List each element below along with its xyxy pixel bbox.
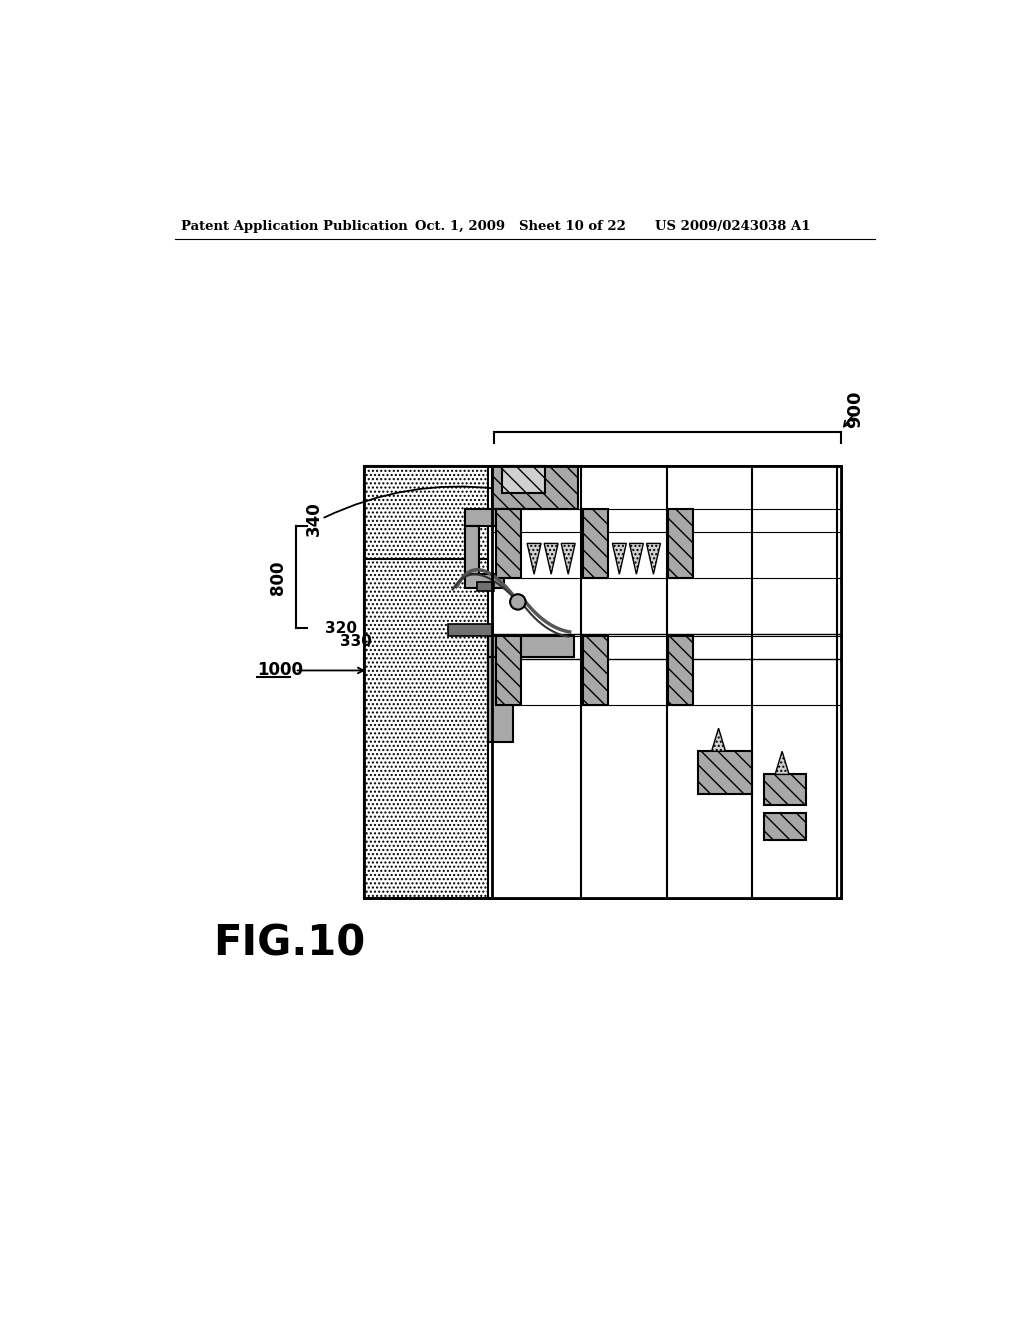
Bar <box>465 574 504 589</box>
Bar <box>465 508 504 525</box>
Bar <box>669 508 693 578</box>
Bar <box>488 636 573 657</box>
Bar <box>465 525 479 576</box>
Text: US 2009/0243038 A1: US 2009/0243038 A1 <box>655 219 811 232</box>
Polygon shape <box>775 751 790 775</box>
Polygon shape <box>646 544 660 574</box>
Text: 320: 320 <box>325 620 356 636</box>
Bar <box>583 508 607 578</box>
Bar <box>477 582 494 591</box>
Polygon shape <box>630 544 643 574</box>
Bar <box>493 466 578 508</box>
Bar <box>697 751 752 793</box>
Text: Patent Application Publication: Patent Application Publication <box>180 219 408 232</box>
Bar <box>496 636 521 705</box>
Bar <box>449 624 493 636</box>
Polygon shape <box>561 544 575 574</box>
Polygon shape <box>544 544 558 574</box>
Bar <box>496 508 521 578</box>
Bar <box>503 466 545 494</box>
Bar <box>365 558 488 898</box>
Bar <box>764 775 806 805</box>
Text: FIG.10: FIG.10 <box>213 923 366 965</box>
Text: 800: 800 <box>269 560 287 594</box>
Bar <box>365 466 841 898</box>
Bar <box>365 466 488 558</box>
Text: 900: 900 <box>846 391 864 428</box>
Circle shape <box>510 594 525 610</box>
Bar <box>583 636 607 705</box>
Bar <box>493 466 841 898</box>
Bar <box>669 636 693 705</box>
Text: 1000: 1000 <box>257 661 303 680</box>
Text: 330: 330 <box>340 635 372 649</box>
Bar <box>365 466 841 898</box>
Bar <box>764 813 806 840</box>
Bar <box>488 657 513 742</box>
Polygon shape <box>612 544 627 574</box>
Text: 340: 340 <box>305 502 324 536</box>
Text: Oct. 1, 2009   Sheet 10 of 22: Oct. 1, 2009 Sheet 10 of 22 <box>415 219 626 232</box>
Polygon shape <box>712 729 726 751</box>
Polygon shape <box>527 544 541 574</box>
